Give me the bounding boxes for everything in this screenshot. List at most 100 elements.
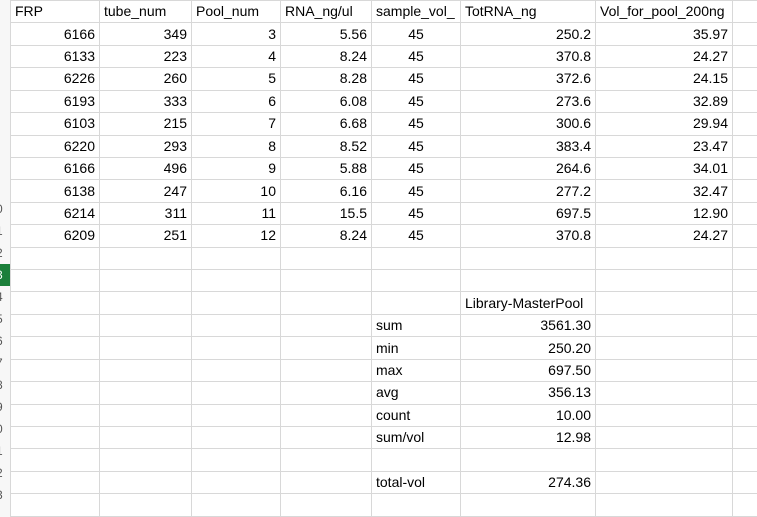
cell[interactable] [191, 269, 281, 293]
cell[interactable] [280, 403, 372, 428]
column-header[interactable]: FRP [10, 0, 100, 24]
cell[interactable] [595, 493, 733, 517]
cell[interactable] [595, 470, 733, 495]
summary-label[interactable]: sum/vol [371, 426, 461, 450]
cell[interactable] [595, 336, 733, 360]
cell[interactable] [732, 358, 757, 383]
data-cell[interactable]: 5 [191, 67, 281, 91]
data-cell[interactable]: 8.24 [280, 44, 372, 69]
summary-title[interactable]: Library-MasterPool [460, 291, 596, 315]
data-cell[interactable]: 273.6 [460, 89, 596, 114]
row-number[interactable]: 0 [0, 198, 10, 220]
cell[interactable] [99, 358, 192, 383]
data-cell[interactable]: 697.5 [460, 201, 596, 226]
data-cell[interactable]: 45 [371, 44, 461, 69]
cell[interactable] [460, 448, 596, 472]
summary-label[interactable]: max [371, 358, 461, 383]
data-cell[interactable]: 8.52 [280, 134, 372, 158]
data-cell[interactable]: 6193 [10, 89, 100, 114]
cell[interactable] [732, 0, 757, 24]
cell[interactable] [280, 269, 372, 293]
cell[interactable] [732, 269, 757, 293]
cell[interactable] [99, 246, 192, 271]
data-cell[interactable]: 6214 [10, 201, 100, 226]
cell[interactable] [371, 493, 461, 517]
data-cell[interactable]: 9 [191, 156, 281, 181]
cell[interactable] [99, 470, 192, 495]
cell[interactable] [10, 269, 100, 293]
total-label[interactable]: total-vol [371, 470, 461, 495]
data-cell[interactable]: 333 [99, 89, 192, 114]
data-cell[interactable]: 6.08 [280, 89, 372, 114]
column-header[interactable]: sample_vol_ [371, 0, 461, 24]
cell[interactable] [460, 246, 596, 271]
summary-value[interactable]: 250.20 [460, 336, 596, 360]
cell[interactable] [371, 448, 461, 472]
cell[interactable] [280, 426, 372, 450]
row-number[interactable]: 4 [0, 286, 10, 308]
data-cell[interactable]: 45 [371, 22, 461, 46]
data-cell[interactable]: 3 [191, 22, 281, 46]
cell[interactable] [10, 426, 100, 450]
cell[interactable] [10, 336, 100, 360]
cell[interactable] [732, 291, 757, 315]
data-cell[interactable]: 45 [371, 134, 461, 158]
cell[interactable] [191, 336, 281, 360]
cell[interactable] [191, 313, 281, 338]
data-cell[interactable]: 6166 [10, 156, 100, 181]
data-cell[interactable]: 6103 [10, 112, 100, 136]
cell[interactable] [732, 224, 757, 248]
cell[interactable] [191, 358, 281, 383]
cell[interactable] [10, 448, 100, 472]
cell[interactable] [280, 470, 372, 495]
cell[interactable] [595, 381, 733, 405]
cell[interactable] [280, 246, 372, 271]
summary-value[interactable]: 12.98 [460, 426, 596, 450]
data-cell[interactable]: 370.8 [460, 44, 596, 69]
data-cell[interactable]: 45 [371, 89, 461, 114]
cell[interactable] [732, 246, 757, 271]
data-cell[interactable]: 15.5 [280, 201, 372, 226]
row-number[interactable] [0, 154, 10, 176]
cell[interactable] [732, 336, 757, 360]
cell[interactable] [10, 470, 100, 495]
cell[interactable] [191, 470, 281, 495]
cell[interactable] [732, 426, 757, 450]
cell[interactable] [99, 336, 192, 360]
data-cell[interactable]: 6209 [10, 224, 100, 248]
cell[interactable] [595, 358, 733, 383]
cell[interactable] [99, 313, 192, 338]
cell[interactable] [10, 381, 100, 405]
cell[interactable] [280, 358, 372, 383]
cell[interactable] [280, 313, 372, 338]
cell[interactable] [191, 426, 281, 450]
data-cell[interactable]: 5.88 [280, 156, 372, 181]
summary-label[interactable]: count [371, 403, 461, 428]
data-cell[interactable]: 6226 [10, 67, 100, 91]
cell[interactable] [732, 112, 757, 136]
cell[interactable] [371, 246, 461, 271]
data-cell[interactable]: 260 [99, 67, 192, 91]
data-cell[interactable]: 45 [371, 224, 461, 248]
data-cell[interactable]: 45 [371, 179, 461, 203]
cell[interactable] [99, 493, 192, 517]
data-cell[interactable]: 11 [191, 201, 281, 226]
column-header[interactable]: TotRNA_ng [460, 0, 596, 24]
data-cell[interactable]: 23.47 [595, 134, 733, 158]
data-cell[interactable]: 29.94 [595, 112, 733, 136]
cell[interactable] [191, 403, 281, 428]
row-number[interactable] [0, 66, 10, 88]
row-number[interactable]: 7 [0, 352, 10, 374]
cell[interactable] [191, 448, 281, 472]
cell[interactable] [595, 448, 733, 472]
data-cell[interactable]: 24.27 [595, 44, 733, 69]
summary-label[interactable]: sum [371, 313, 461, 338]
data-cell[interactable]: 300.6 [460, 112, 596, 136]
cell[interactable] [99, 291, 192, 315]
cell[interactable] [595, 291, 733, 315]
cell[interactable] [280, 336, 372, 360]
data-cell[interactable]: 349 [99, 22, 192, 46]
cell[interactable] [280, 381, 372, 405]
cell[interactable] [732, 493, 757, 517]
cell[interactable] [99, 448, 192, 472]
